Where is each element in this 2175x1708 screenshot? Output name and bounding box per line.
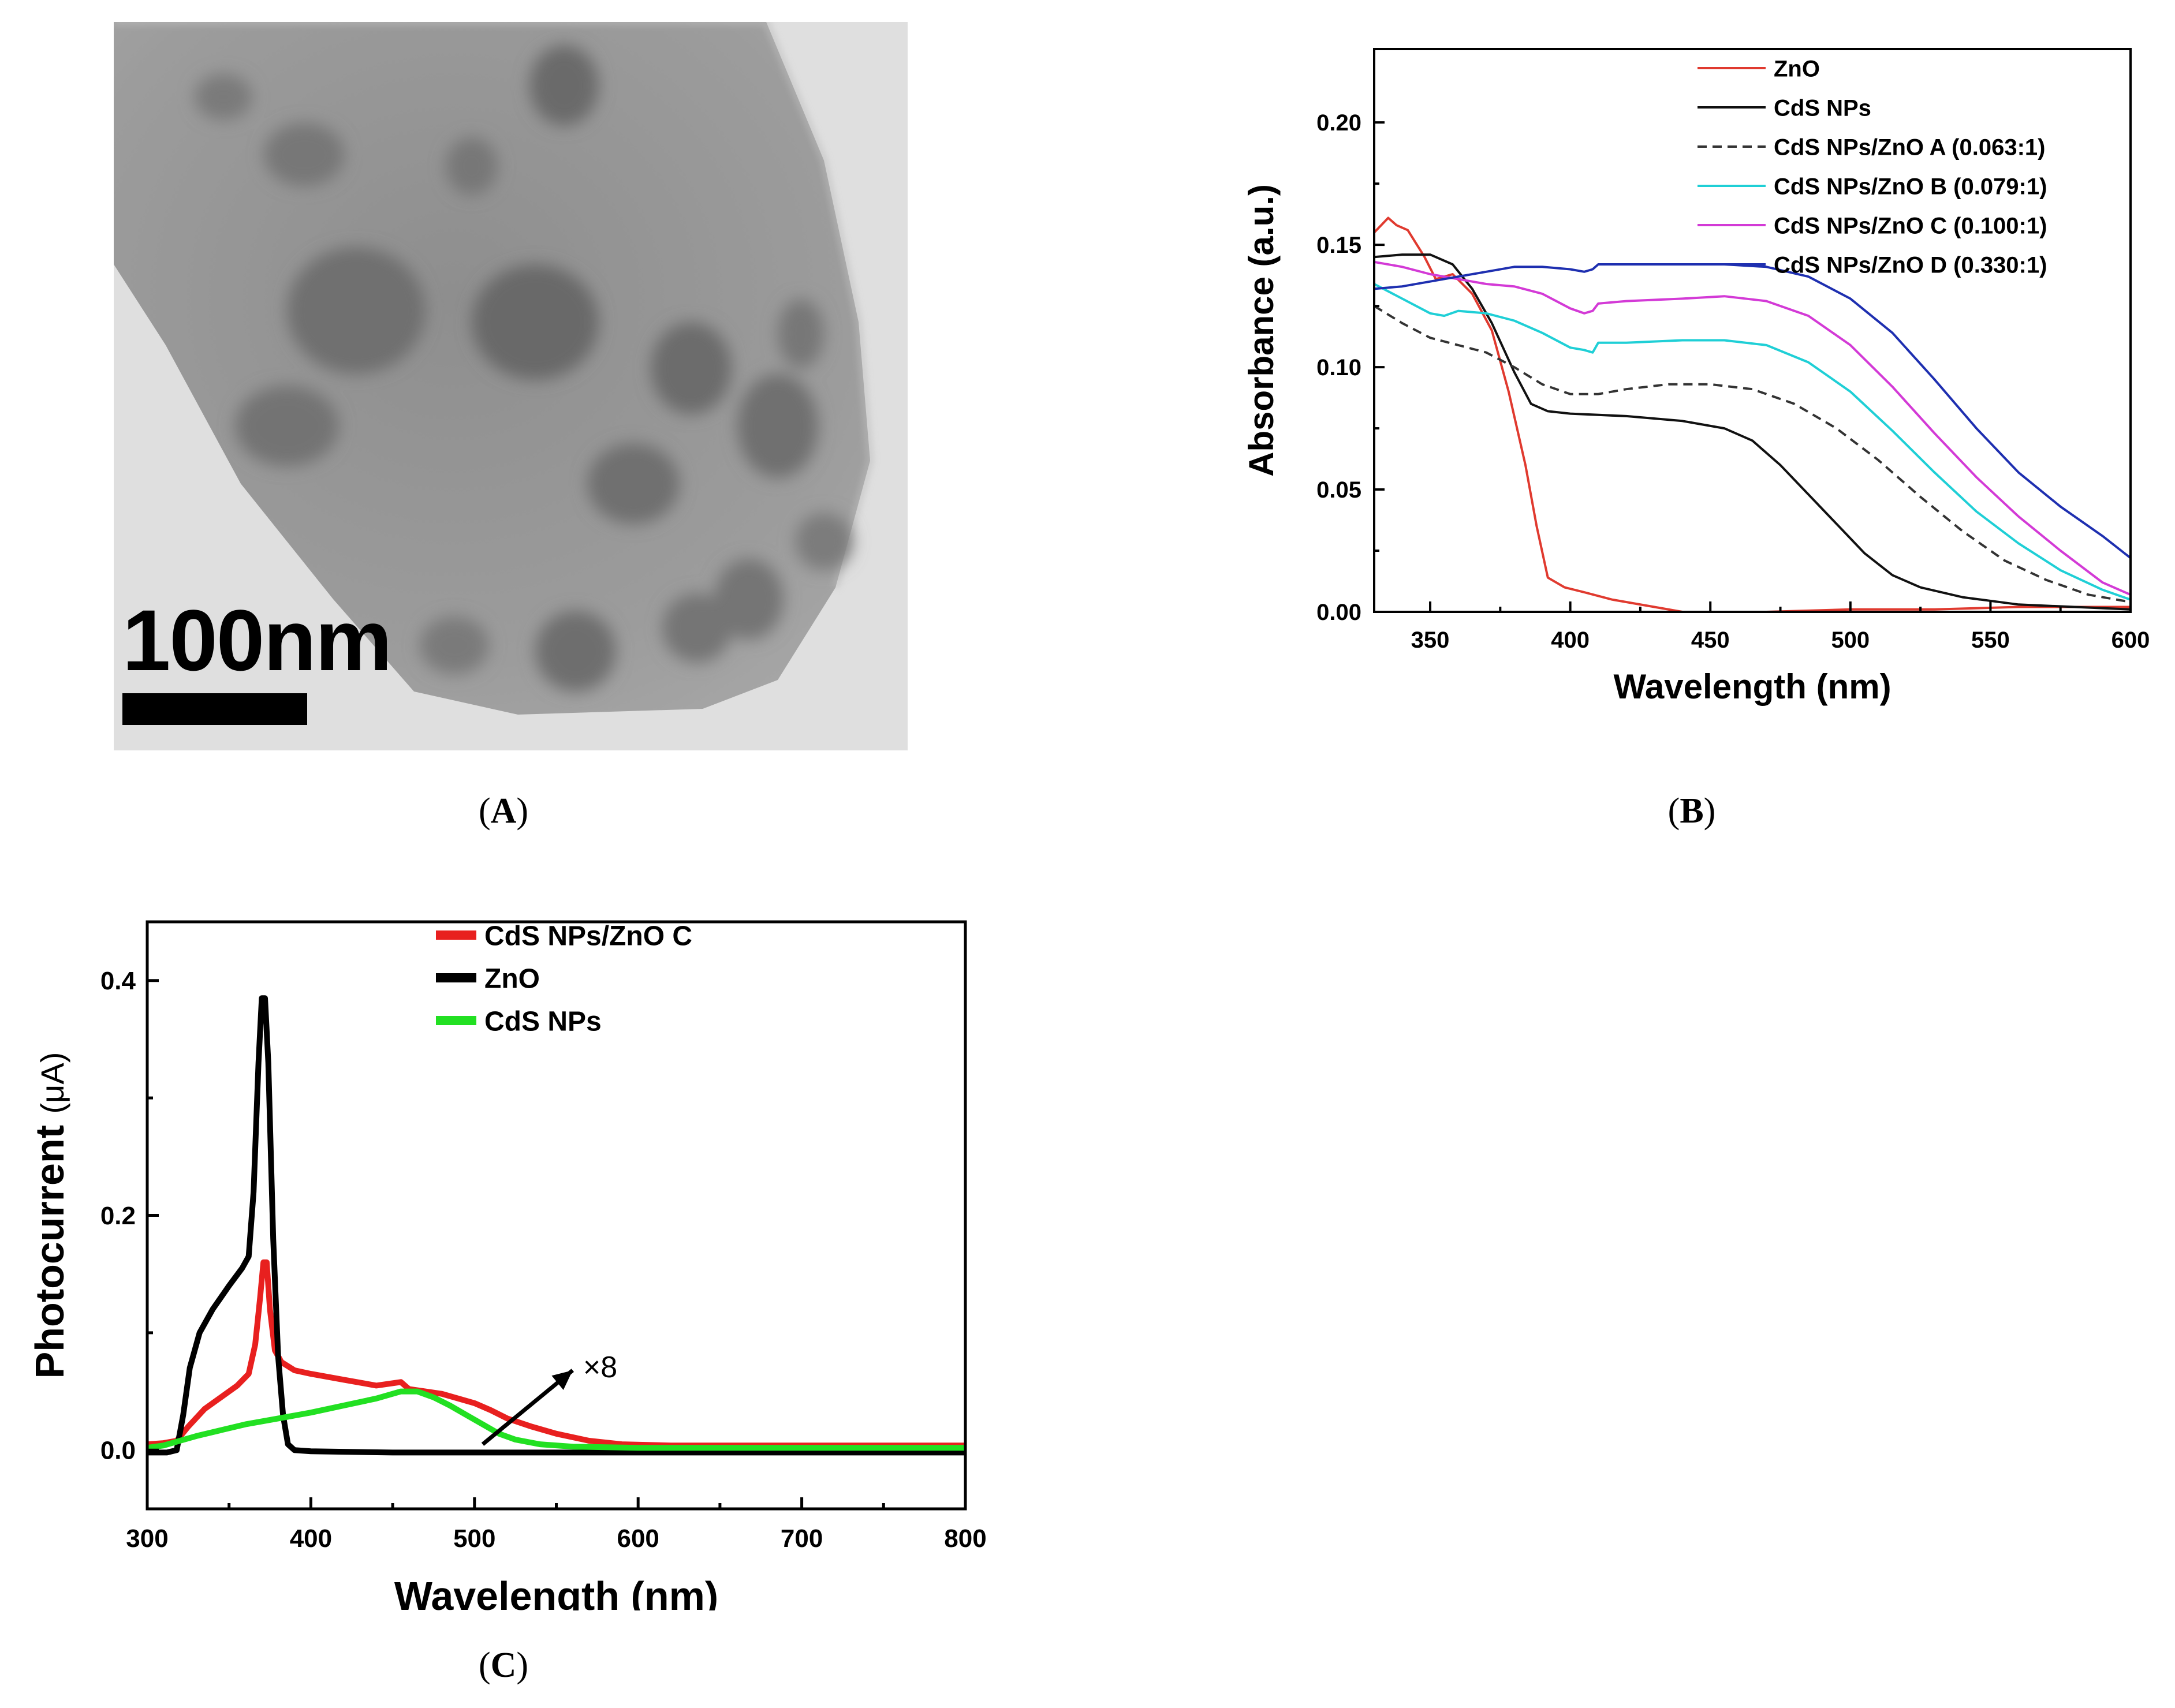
- y-axis-label: Absorbance (a.u.): [1242, 184, 1281, 477]
- plot-frame: [1373, 48, 2132, 613]
- series-line-cds-nps: [147, 1388, 965, 1451]
- y-tick-label: 0.20: [1316, 110, 1361, 136]
- y-tick-label: 0.4: [100, 967, 136, 995]
- y-tick-label: 0.0: [100, 1437, 136, 1465]
- photocurrent-chart: 300 400 500 600 700 800 0.0 0.2 0.4 Wavelength (n…: [27, 920, 987, 1619]
- series-line-cds-nps: [1374, 253, 2131, 611]
- x-axis-label: Wavelength (nm): [1613, 667, 1891, 706]
- legend-label-zno: ZnO: [484, 963, 540, 994]
- x-tick-label: 450: [1691, 627, 1730, 653]
- x-tick-label: 600: [2111, 627, 2150, 653]
- series-line-cds-nps-zno-c: [147, 1259, 965, 1449]
- caption-c: (C): [478, 1646, 529, 1685]
- legend-label-zno: ZnO: [1774, 56, 1820, 81]
- x-tick-label: 300: [126, 1524, 168, 1553]
- x-tick-label: 500: [453, 1524, 495, 1553]
- legend-label-cds-nps-zno-b-0-079-1: CdS NPs/ZnO B (0.079:1): [1774, 174, 2047, 199]
- caption-a-letter: A: [490, 791, 517, 831]
- caption-b: (B): [1667, 791, 1716, 831]
- series-line-cds-nps-zno-c-0-100-1: [1374, 260, 2131, 596]
- y-tick-label: 0.00: [1316, 600, 1361, 625]
- absorbance-chart: 350 400 450 500 550 600 0.00 0.05 0.10 0.15 0.20 Wa…: [1242, 48, 2150, 706]
- x-tick-label: 350: [1411, 627, 1450, 653]
- legend-label-cds-nps-zno-d-0-330-1: CdS NPs/ZnO D (0.330:1): [1774, 252, 2047, 278]
- legend-label-cds-nps-zno-c: CdS NPs/ZnO C: [484, 921, 692, 951]
- series-line-cds-nps-zno-a-0-063-1: [1374, 305, 2131, 603]
- y-tick-label: 0.05: [1316, 477, 1361, 503]
- series-line-zno: [147, 995, 965, 1456]
- legend-label-cds-nps: CdS NPs: [484, 1006, 602, 1037]
- legend-label-cds-nps: CdS NPs: [1774, 95, 1871, 121]
- x-tick-label: 700: [781, 1524, 823, 1553]
- caption-b-letter: B: [1680, 791, 1704, 831]
- x-tick-label: 400: [290, 1524, 332, 1553]
- annotation-label: ×8: [583, 1351, 617, 1384]
- x-axis-label: Wavelength (nm): [394, 1574, 718, 1610]
- tem-micrograph: [114, 19, 908, 750]
- legend-label-cds-nps-zno-a-0-063-1: CdS NPs/ZnO A (0.063:1): [1774, 134, 2045, 160]
- y-tick-label: 0.10: [1316, 355, 1361, 380]
- legend-label-cds-nps-zno-c-0-100-1: CdS NPs/ZnO C (0.100:1): [1774, 213, 2047, 238]
- x-tick-label: 800: [944, 1524, 986, 1553]
- scale-bar-label: 100nm: [122, 592, 392, 689]
- series-line-cds-nps-zno-b-0-079-1: [1374, 283, 2131, 601]
- y-tick-label: 0.2: [100, 1202, 136, 1230]
- tem-rod-body: [114, 22, 870, 715]
- y-tick-label: 0.15: [1316, 233, 1361, 258]
- x-tick-label: 500: [1831, 627, 1870, 653]
- panel-b-chart: 350 400 450 500 550 600 0.00 0.05 0.10 0.15 0.20 Wa…: [1213, 23, 2175, 750]
- x-tick-label: 400: [1551, 627, 1590, 653]
- x-tick-label: 600: [617, 1524, 659, 1553]
- y-axis-label: Photocurrent (μA): [27, 1052, 72, 1379]
- series-line-cds-nps-zno-d-0-330-1: [1374, 263, 2131, 559]
- caption-c-letter: C: [490, 1646, 517, 1685]
- scale-bar: [122, 693, 307, 725]
- tem-nanoparticles: [195, 45, 853, 692]
- panel-c-chart: 300 400 500 600 700 800 0.0 0.2 0.4 Wavelength (n…: [0, 877, 1016, 1619]
- caption-a: (A): [478, 791, 529, 831]
- annotation-arrow-head: [551, 1370, 573, 1390]
- panel-a-tem-image: 100nm: [114, 19, 908, 750]
- x-tick-label: 550: [1971, 627, 2010, 653]
